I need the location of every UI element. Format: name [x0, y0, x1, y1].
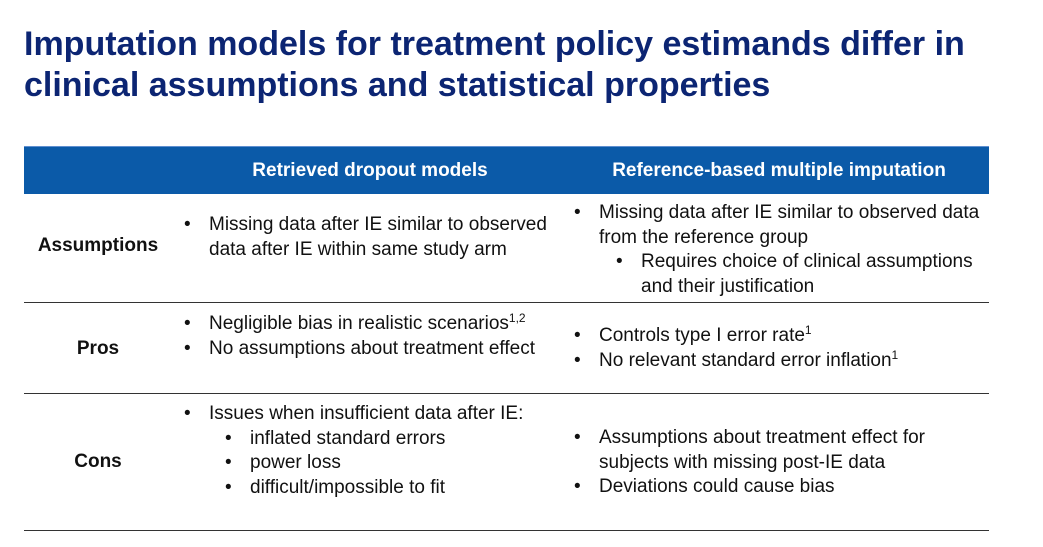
table-header: Retrieved dropout models Reference-based… — [24, 146, 989, 194]
footnote-ref: 1 — [804, 323, 812, 337]
list-item: Controls type I error rate1 — [574, 324, 986, 349]
cell-pros-retrieved: Negligible bias in realistic scenarios1,… — [184, 312, 559, 361]
table-row-cons: Cons Issues when insufficient data after… — [24, 394, 989, 531]
header-retrieved-dropout: Retrieved dropout models — [252, 160, 488, 181]
list-item-text: Missing data after IE similar to observe… — [599, 202, 980, 248]
list-item-text: No relevant standard error inflation — [599, 349, 892, 371]
list-item: Deviations could cause bias — [574, 475, 986, 500]
row-label-assumptions: Assumptions — [37, 235, 159, 256]
list-item-text: Controls type I error rate — [599, 325, 805, 346]
table-row-assumptions: Assumptions Missing data after IE simila… — [24, 194, 989, 303]
list-item: Missing data after IE similar to observe… — [184, 213, 559, 262]
list-item: Negligible bias in realistic scenarios1,… — [184, 312, 559, 337]
sub-list-item: inflated standard errors — [225, 427, 559, 452]
row-label-pros: Pros — [76, 338, 120, 359]
list-item: Issues when insufficient data after IE: … — [184, 402, 559, 500]
cell-pros-reference: Controls type I error rate1 No relevant … — [574, 324, 986, 373]
list-item: No assumptions about treatment effect — [184, 337, 559, 362]
list-item-text: Issues when insufficient data after IE: — [209, 403, 524, 424]
row-label-cons: Cons — [74, 451, 122, 472]
list-item: Assumptions about treatment effect for s… — [574, 426, 986, 475]
slide-title: Imputation models for treatment policy e… — [24, 25, 965, 104]
sub-list-item: Requires choice of clinical assumptions … — [616, 250, 986, 299]
cell-assumptions-reference: Missing data after IE similar to observe… — [574, 201, 986, 299]
cell-cons-retrieved: Issues when insufficient data after IE: … — [184, 402, 559, 500]
cell-assumptions-retrieved: Missing data after IE similar to observe… — [184, 213, 559, 262]
cell-cons-reference: Assumptions about treatment effect for s… — [574, 426, 986, 500]
footnote-ref: 1 — [891, 347, 899, 362]
table-row-pros: Pros Negligible bias in realistic scenar… — [24, 303, 989, 394]
footnote-ref: 1,2 — [508, 311, 526, 325]
comparison-table: Retrieved dropout models Reference-based… — [24, 146, 989, 531]
header-reference-based: Reference-based multiple imputation — [612, 160, 946, 181]
list-item: No relevant standard error inflation1 — [574, 349, 986, 374]
list-item: Missing data after IE similar to observe… — [574, 201, 986, 299]
sub-list-item: difficult/impossible to fit — [225, 476, 559, 501]
list-item-text: Negligible bias in realistic scenarios — [209, 313, 509, 334]
sub-list-item: power loss — [225, 451, 559, 476]
